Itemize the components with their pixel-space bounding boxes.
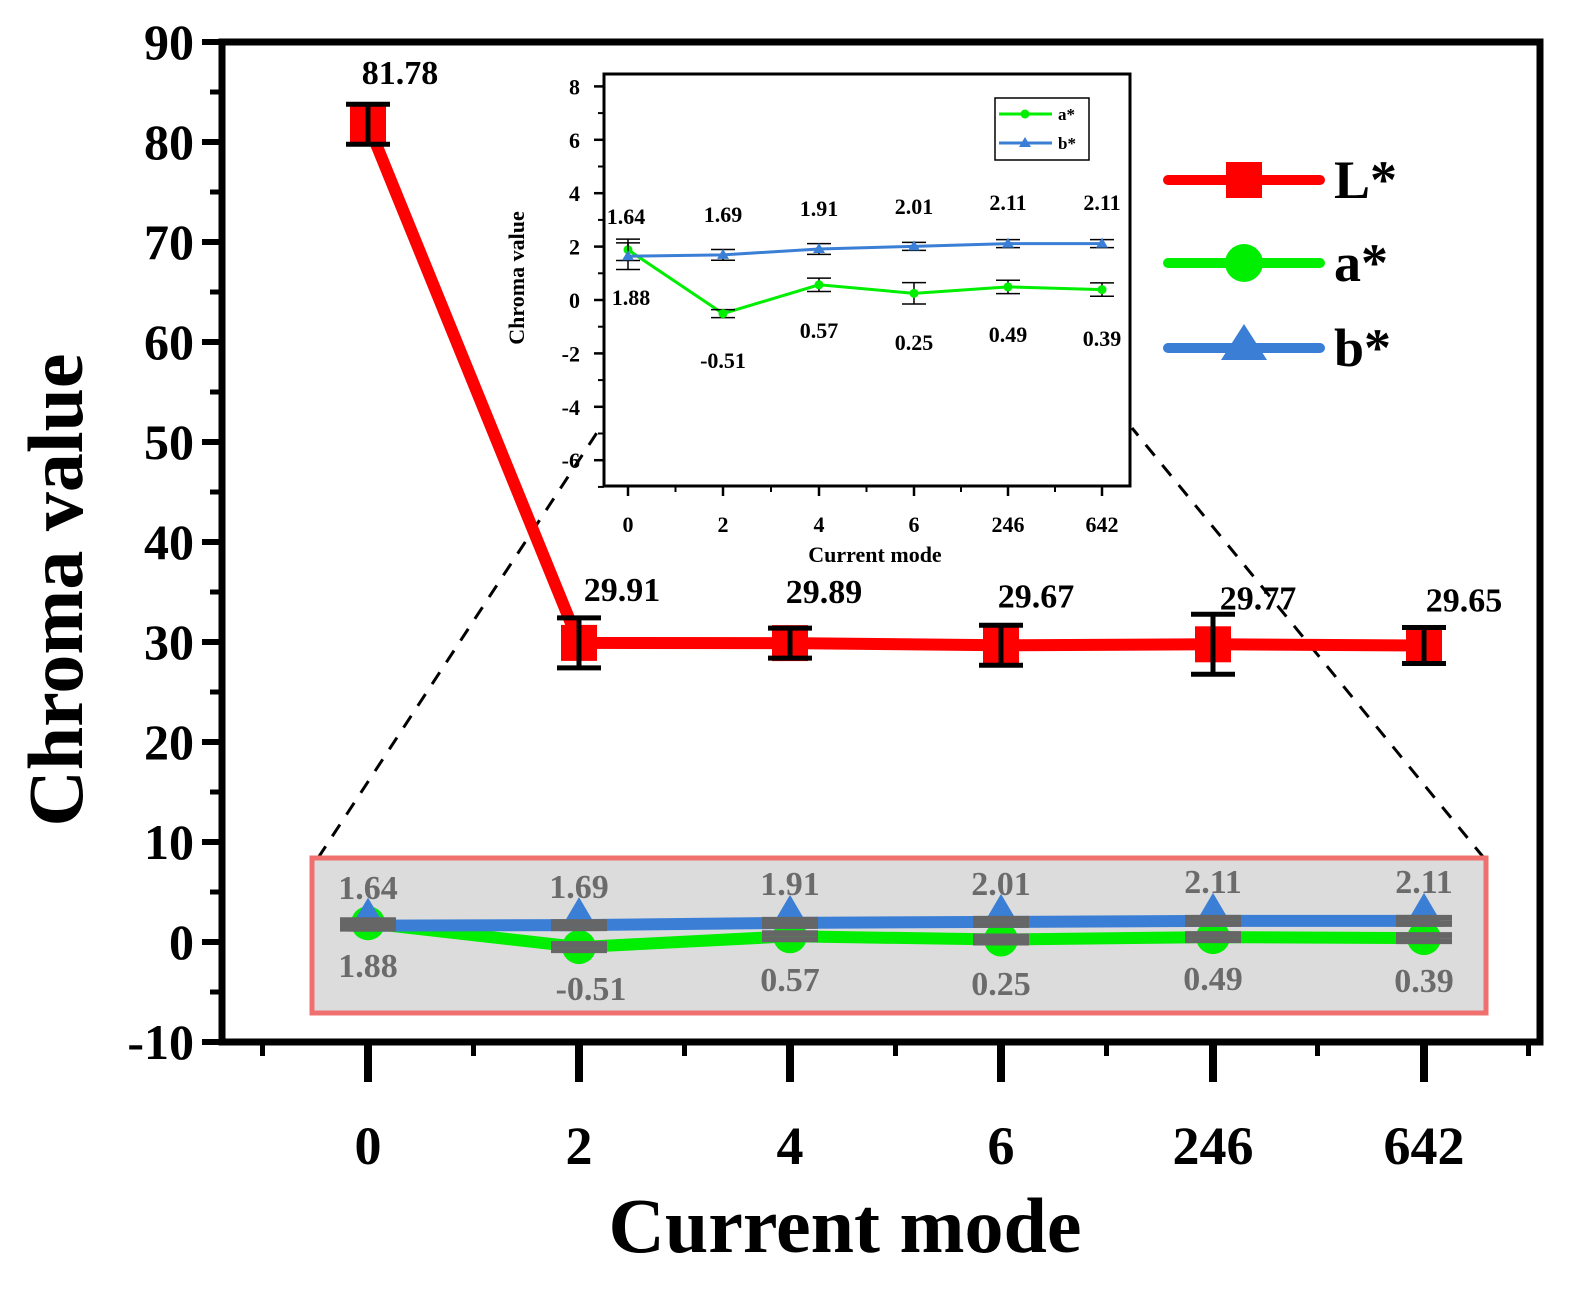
inset-y-tick-label: -6 (562, 448, 580, 473)
inset-y-tick-label: 4 (569, 181, 580, 206)
inset-series-line-a (627, 248, 1103, 316)
zoom-data-label-b: 1.64 (338, 870, 398, 907)
data-label-l: 29.91 (584, 572, 661, 609)
zoom-data-label-b: 1.69 (549, 869, 609, 906)
data-label-l: 29.67 (998, 578, 1075, 615)
inset-data-label-a: 0.49 (989, 322, 1028, 347)
main-x-tick-label-6: 6 (988, 1116, 1015, 1176)
zoom-data-label-a: 0.57 (760, 962, 820, 999)
main-x-tick-label-642: 642 (1384, 1116, 1465, 1176)
main-legend: L* a* b* (1163, 150, 1397, 378)
inset-x-tick-label-0: 0 (623, 512, 634, 537)
inset-data-label-b: 2.01 (895, 194, 934, 219)
main-y-tick-label: -10 (127, 1014, 194, 1070)
inset-data-label-b: 1.91 (800, 196, 839, 221)
zoom-data-label-a: 1.88 (338, 948, 398, 985)
inset-legend-marker-b (1019, 137, 1031, 147)
inset-legend-marker-a (1020, 109, 1030, 119)
inset-marker-b (717, 248, 729, 259)
main-y-tick-label: 40 (144, 514, 194, 570)
zoom-data-label-a: 0.49 (1183, 961, 1243, 998)
inset-marker-a (718, 309, 728, 319)
main-y-tick-label: 10 (144, 814, 194, 870)
main-x-tick-label-246: 246 (1173, 1116, 1254, 1176)
main-y-tick-label: 80 (144, 114, 194, 170)
inset-x-tick-label-246: 246 (992, 512, 1025, 537)
inset-y-tick-label: -4 (562, 395, 580, 420)
legend-label-l: L* (1334, 150, 1397, 210)
inset-data-label-a: 0.57 (800, 318, 839, 343)
main-x-tick-label-2: 2 (566, 1116, 593, 1176)
inset-legend-label-a: a* (1058, 105, 1075, 124)
series-line-l (362, 121, 1425, 652)
inset-data-label-a: 0.25 (895, 330, 934, 355)
inset-y-tick-label: 0 (569, 288, 580, 313)
legend-marker-a (1225, 244, 1263, 282)
inset-x-tick-label-6: 6 (909, 512, 920, 537)
inset-series-line-b (627, 242, 1102, 258)
inset-x-tick-label-4: 4 (814, 512, 825, 537)
inset-marker-b (908, 240, 920, 251)
inset-y-tick-label: -2 (562, 341, 580, 366)
legend-marker-l (1226, 162, 1262, 198)
zoom-connector-left (316, 427, 602, 859)
inset-data-label-a: 0.39 (1083, 326, 1122, 351)
zoom-data-label-b: 2.01 (971, 866, 1031, 903)
inset-y-tick-label: 8 (569, 74, 580, 99)
main-y-axis-label: Chroma value (12, 353, 99, 826)
inset-y-tick-label: 6 (569, 128, 580, 153)
data-label-l: 29.65 (1426, 583, 1503, 620)
inset-marker-a (1097, 285, 1107, 295)
main-y-tick-label: 60 (144, 314, 194, 370)
inset-marker-a (814, 280, 824, 290)
inset-x-tick-label-642: 642 (1086, 512, 1119, 537)
zoom-data-label-b: 2.11 (1395, 864, 1453, 901)
inset-legend-frame (994, 97, 1090, 161)
zoom-data-label-a: 0.39 (1394, 963, 1454, 1000)
data-label-l: 29.89 (786, 574, 863, 611)
inset-marker-b (622, 250, 634, 261)
data-label-l: 81.78 (362, 55, 439, 92)
inset-marker-b (1002, 237, 1014, 248)
inset-data-label-b: 2.11 (1083, 190, 1120, 215)
legend-marker-b (1221, 324, 1267, 360)
inset-frame (602, 72, 1132, 488)
zoom-data-label-a: 0.25 (971, 966, 1031, 1003)
legend-label-a: a* (1334, 233, 1388, 293)
inset-data-label-b: 1.69 (704, 202, 743, 227)
main-y-tick-label: 20 (144, 714, 194, 770)
inset-legend-label-b: b* (1058, 134, 1076, 153)
main-x-tick-label-0: 0 (355, 1116, 382, 1176)
inset-data-label-a: 1.88 (612, 285, 651, 310)
inset-marker-b (813, 243, 825, 254)
zoom-data-label-b: 2.11 (1184, 864, 1242, 901)
main-y-tick-label: 0 (169, 914, 194, 970)
inset-x-axis-label: Current mode (808, 542, 942, 567)
zoom-data-label-b: 1.91 (760, 866, 820, 903)
inset-y-axis-label: Chroma value (504, 211, 529, 345)
inset-x-tick-label-2: 2 (718, 512, 729, 537)
inset-data-label-b: 2.11 (989, 190, 1026, 215)
main-y-tick-label: 90 (144, 14, 194, 70)
inset-marker-b (1096, 237, 1108, 248)
zoom-data-label-a: -0.51 (556, 971, 627, 1008)
zoom-series-line-a (367, 917, 1425, 954)
inset-legend: a* b* (994, 97, 1090, 161)
main-y-tick-label: 30 (144, 614, 194, 670)
data-label-l: 29.77 (1220, 580, 1297, 617)
inset-data-label-a: -0.51 (700, 348, 746, 373)
main-x-tick-label-4: 4 (777, 1116, 804, 1176)
legend-label-b: b* (1334, 318, 1391, 378)
inset-y-tick-label: 2 (569, 235, 580, 260)
main-y-tick-label: 70 (144, 214, 194, 270)
inset-marker-a (909, 288, 919, 298)
inset-marker-a (1003, 282, 1013, 292)
zoom-series-line-b (367, 914, 1424, 932)
main-x-axis-label: Current mode (609, 1182, 1082, 1269)
inset-data-label-b: 1.64 (607, 204, 646, 229)
main-y-tick-label: 50 (144, 414, 194, 470)
